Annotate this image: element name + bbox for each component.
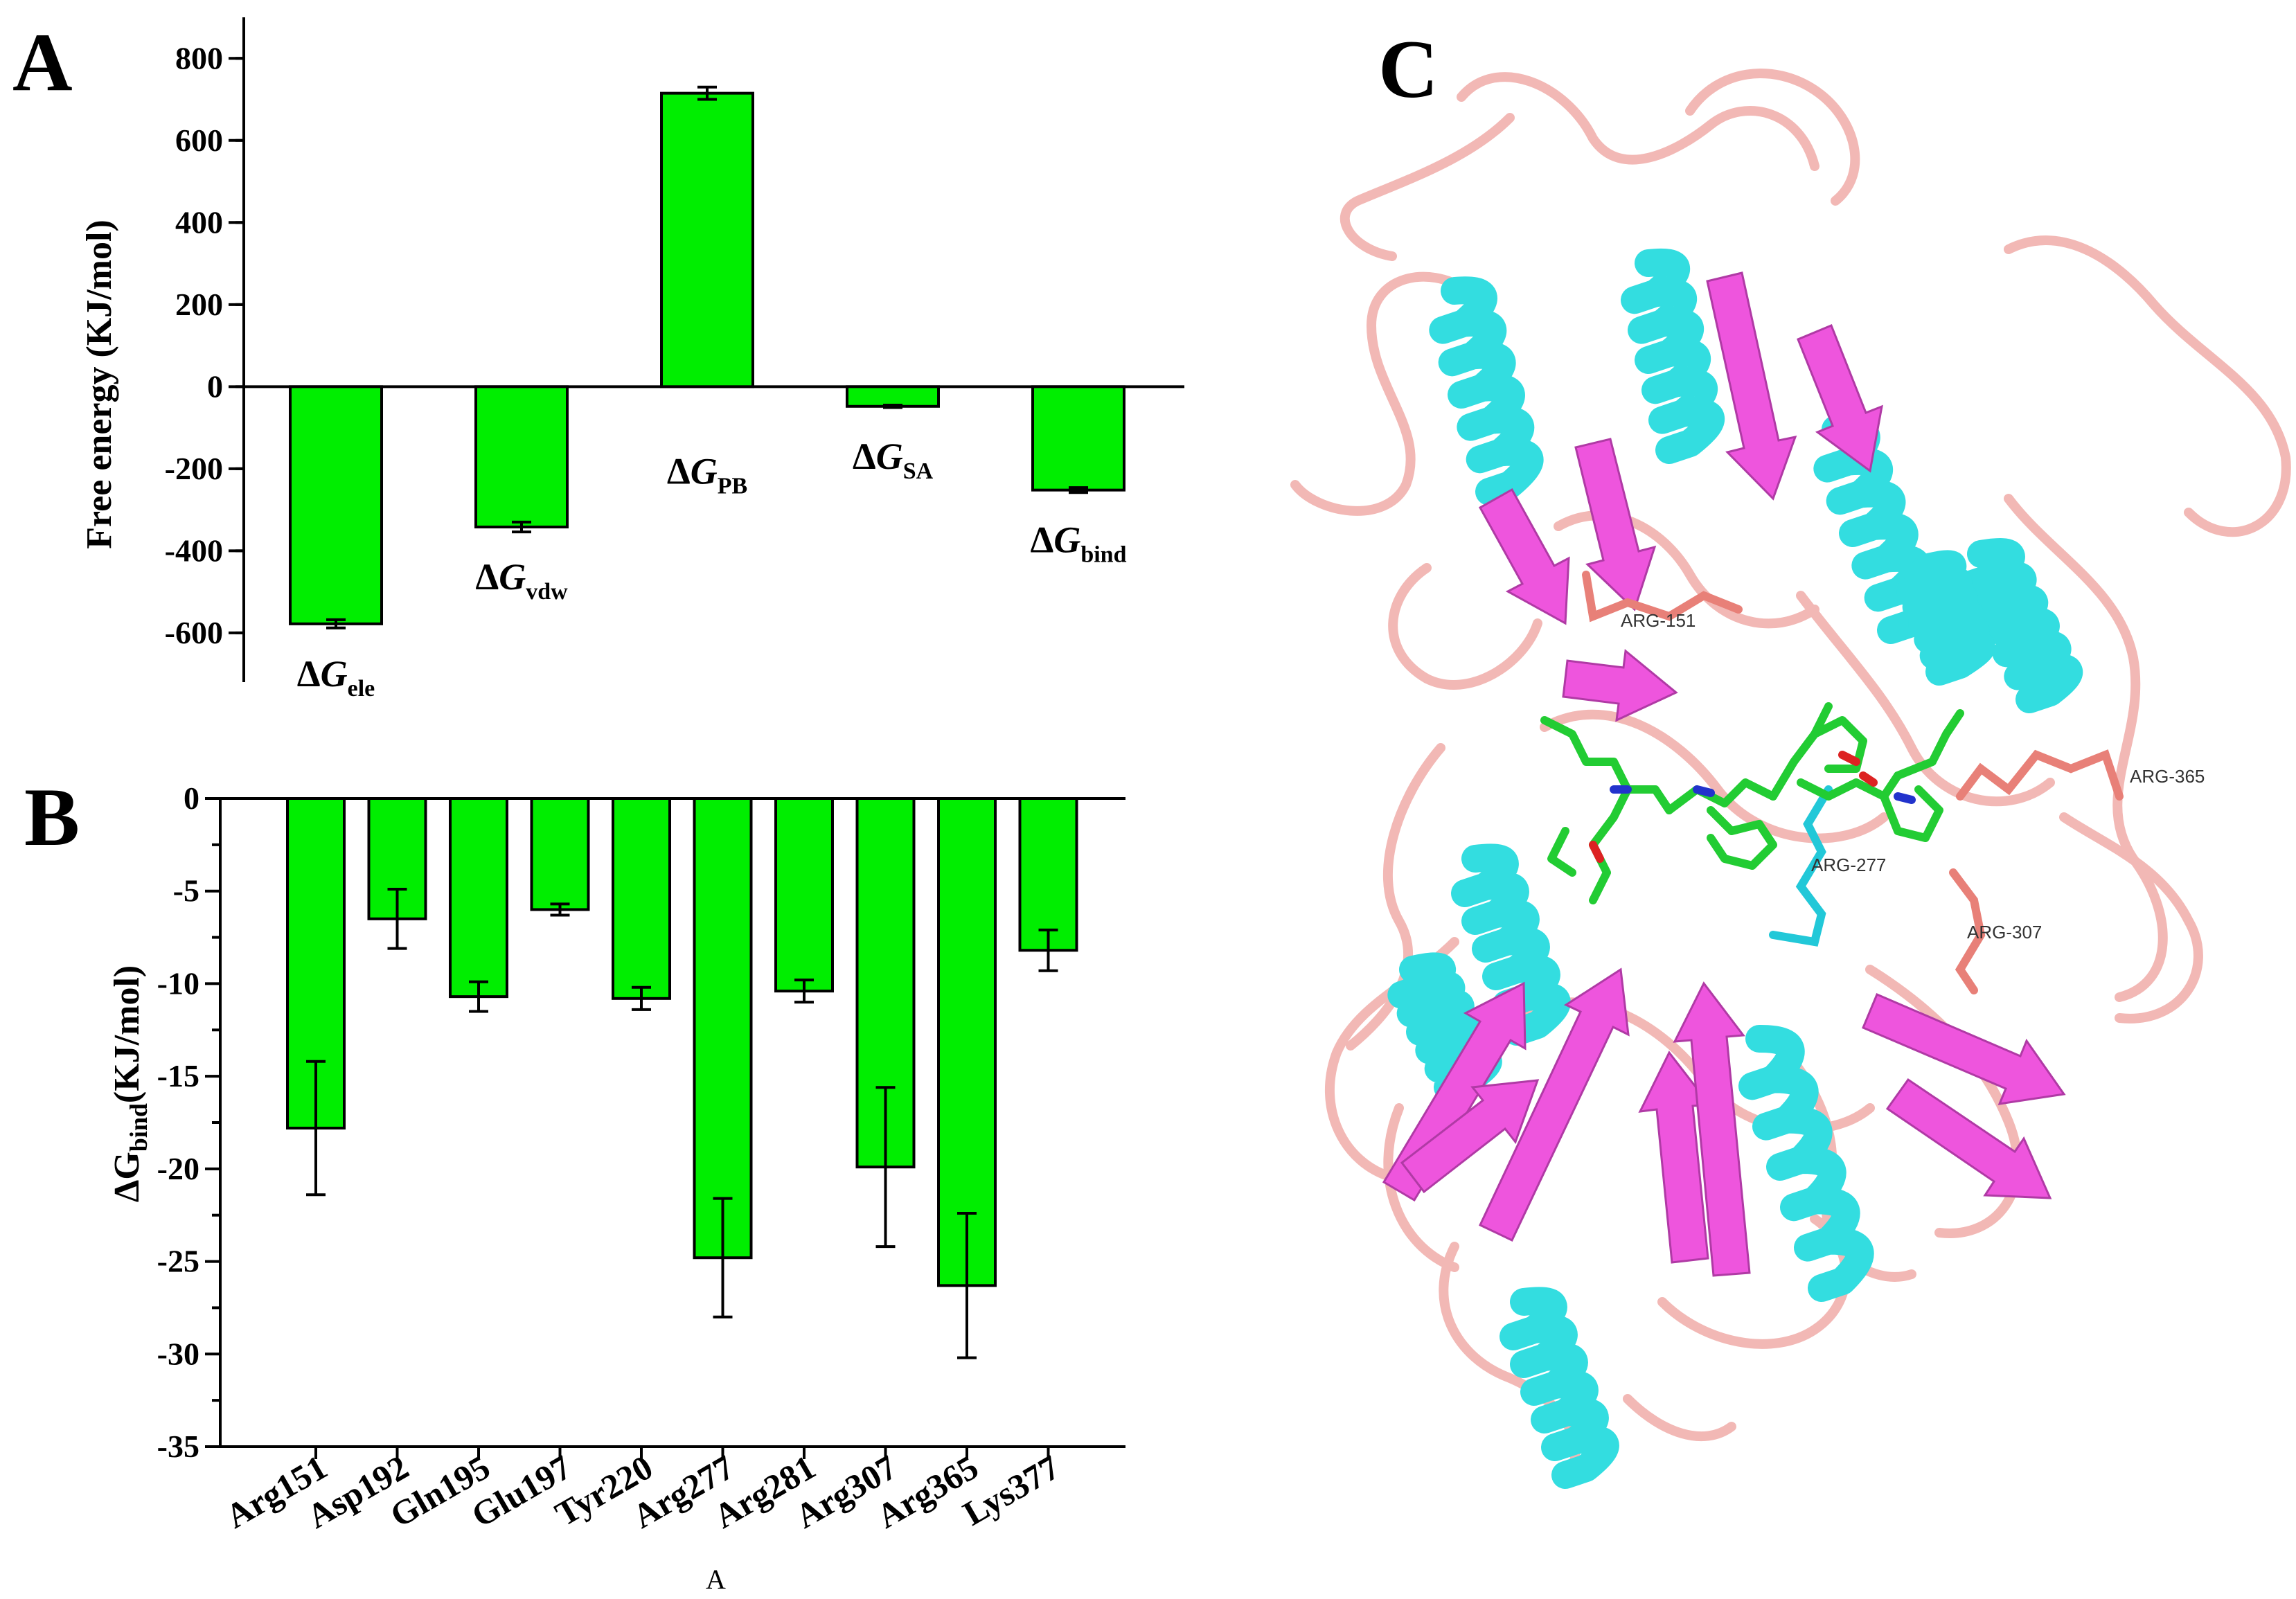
sheet-arrow bbox=[1574, 438, 1657, 611]
chart-b-bar bbox=[449, 797, 508, 999]
chart-a-category-label: ΔGvdw bbox=[475, 556, 568, 605]
chart-a-bar bbox=[474, 385, 569, 528]
chart-b-ylabel: ΔGbind(KJ/mol) bbox=[107, 965, 152, 1202]
chart-a-category-label: ΔGbind bbox=[1030, 519, 1126, 568]
chart-b-extra-label: A bbox=[706, 1564, 726, 1595]
sheet-arrow bbox=[1673, 981, 1751, 1277]
helix-ribbon bbox=[1957, 538, 2083, 713]
chart-b-tick-label: -15 bbox=[157, 1058, 199, 1093]
residue-label-arg365: ARG-365 bbox=[2130, 766, 2205, 787]
chart-a-bar bbox=[660, 91, 754, 388]
chart-a-ylabel: Free energy (KJ/mol) bbox=[80, 220, 119, 549]
chart-a-tick-label: 400 bbox=[175, 204, 223, 240]
chart-a-bar bbox=[1031, 385, 1125, 492]
chart-b-tick-label: -25 bbox=[157, 1244, 199, 1279]
chart-b-bar bbox=[937, 797, 997, 1287]
sheet-arrow bbox=[1479, 967, 1630, 1242]
helix-ribbon bbox=[1451, 843, 1571, 1046]
chart-b-tick-label: -30 bbox=[157, 1336, 199, 1371]
residue-sticks bbox=[1582, 571, 2124, 994]
helix-ribbon bbox=[1738, 1024, 1874, 1302]
chart-b-ylabel-rest: (KJ/mol) bbox=[107, 965, 147, 1103]
loop-ribbons bbox=[1290, 69, 2291, 1487]
arg151-stick bbox=[1582, 571, 1743, 623]
ligand-heteroatoms bbox=[1589, 751, 1916, 863]
chart-b-bar bbox=[693, 797, 753, 1260]
chart-a-tick-label: 200 bbox=[175, 287, 223, 322]
helix-ribbon bbox=[1429, 276, 1544, 506]
ligand-sticks bbox=[1540, 702, 1964, 904]
sheet-arrows bbox=[1382, 271, 2066, 1277]
chart-b-category-label: Lys377 bbox=[956, 1447, 1066, 1533]
chart-b-tick-label: 0 bbox=[184, 780, 199, 816]
residue-label-arg277: ARG-277 bbox=[1811, 855, 1886, 875]
arg277-stick bbox=[1769, 785, 1833, 947]
chart-a-tick-label: -200 bbox=[165, 451, 223, 486]
chart-a-bar bbox=[846, 385, 940, 408]
chart-b-ylabel-main: ΔG bbox=[107, 1152, 147, 1202]
chart-a-tick-label: -600 bbox=[165, 615, 223, 650]
chart-b-tick-label: -5 bbox=[173, 873, 199, 909]
chart-a-tick-label: 600 bbox=[175, 123, 223, 158]
helix-ribbon bbox=[1621, 248, 1725, 464]
residue-label-arg151: ARG-151 bbox=[1621, 610, 1696, 631]
chart-a: 800 600 400 200 0 -200 -400 -600 ΔGele ΔGvdw ΔGPB Δ… bbox=[165, 17, 1184, 702]
protein-structure-image: ARG-151 ARG-365 ARG-277 ARG-307 bbox=[1290, 69, 2291, 1489]
chart-a-category-label: ΔGPB bbox=[667, 450, 747, 499]
panel-a-letter: A bbox=[12, 16, 73, 108]
chart-b: 0-5-10-15-20-25-30-35Arg151Asp192Gln195G… bbox=[157, 780, 1125, 1595]
residue-label-arg307: ARG-307 bbox=[1967, 922, 2042, 943]
sheet-arrow bbox=[1478, 488, 1570, 625]
chart-a-tick-label: 800 bbox=[175, 40, 223, 75]
chart-b-bar bbox=[1018, 797, 1078, 952]
sheet-arrow bbox=[1797, 324, 1883, 473]
panel-b-letter: B bbox=[24, 771, 80, 863]
sheet-arrow bbox=[1562, 649, 1678, 722]
arg307-stick bbox=[1949, 868, 1986, 994]
chart-a-bar bbox=[289, 385, 383, 625]
chart-b-tick-label: -35 bbox=[157, 1429, 199, 1464]
chart-b-bar bbox=[774, 797, 834, 993]
chart-b-tick-label: -10 bbox=[157, 965, 199, 1001]
chart-b-bar bbox=[530, 797, 590, 911]
chart-a-category-label: ΔGSA bbox=[853, 436, 934, 484]
helix-ribbon bbox=[1499, 1287, 1619, 1489]
sheet-arrow bbox=[1706, 271, 1797, 501]
helix-ribbons bbox=[1387, 248, 2083, 1489]
panel-c-letter: C bbox=[1378, 23, 1439, 115]
chart-a-tick-label: 0 bbox=[207, 368, 223, 404]
chart-a-category-label: ΔGele bbox=[297, 653, 375, 702]
chart-b-tick-label: -20 bbox=[157, 1151, 199, 1186]
sheet-arrow bbox=[1862, 993, 2066, 1105]
sheet-arrow bbox=[1638, 1051, 1711, 1264]
chart-b-ylabel-sub: bind bbox=[125, 1103, 152, 1152]
sheet-arrow bbox=[1400, 1079, 1540, 1194]
sheet-arrow bbox=[1382, 981, 1527, 1202]
chart-b-bar bbox=[612, 797, 671, 1000]
sheet-arrow bbox=[1885, 1078, 2052, 1199]
chart-a-tick-label: -400 bbox=[165, 533, 223, 568]
helix-ribbon bbox=[1896, 550, 1995, 686]
arg365-stick bbox=[1956, 749, 2124, 801]
